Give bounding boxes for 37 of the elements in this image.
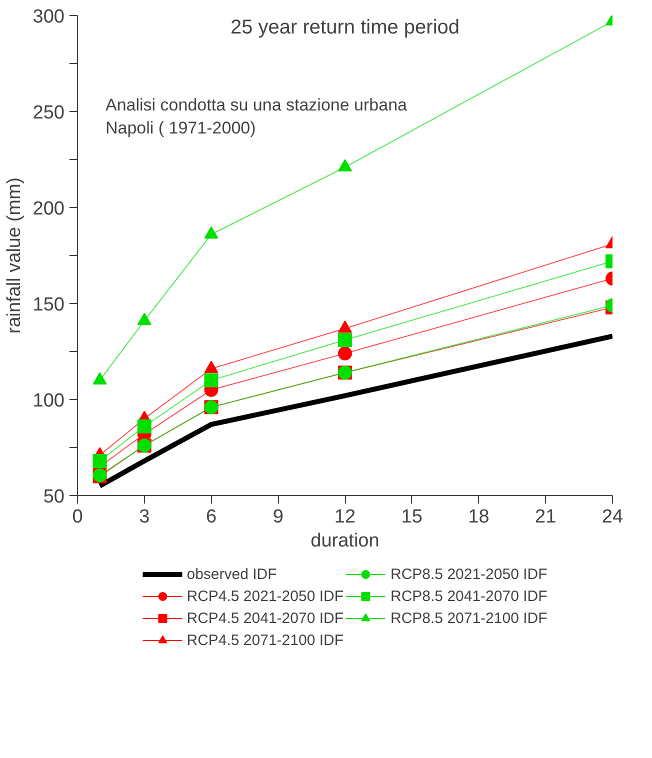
x-tick-label: 15 [401,506,422,528]
point [338,159,352,172]
legend-label: RCP8.5 2071-2100 IDF [390,609,548,627]
point [338,332,352,347]
point [92,372,107,385]
point [338,346,352,360]
point [92,454,107,468]
y-tick-label: 200 [32,198,64,220]
point [204,360,218,374]
legend-label: RCP4.5 2021-2050 IDF [186,587,344,605]
legend-label: RCP8.5 2041-2070 IDF [390,587,548,605]
x-tick-label: 9 [272,506,284,528]
y-tick-label: 150 [32,294,64,316]
legend-label: RCP4.5 2041-2070 IDF [186,609,344,627]
y-tick-label: 50 [43,486,65,508]
x-tick-label: 21 [535,506,556,528]
y-tick-label: 100 [32,390,64,412]
annotation: Analisi condotta su una stazione urbana Napoli ( 1971-2000) [106,96,408,138]
y-axis-title: rainfall value (mm) [4,177,25,334]
y-tick-label: 250 [32,102,64,124]
point [338,320,352,333]
legend-label: observed IDF [186,565,277,583]
x-tick-label: 12 [334,506,356,528]
x-tick-label: 24 [602,506,624,528]
point [137,419,152,434]
x-tick-label: 3 [139,506,150,528]
chart-title: 25 year return time period [230,16,460,38]
legend-label: RCP8.5 2021-2050 IDF [390,565,548,583]
point [204,226,218,239]
x-tick-label: 18 [468,506,490,528]
y-tick-label: 300 [32,6,64,28]
x-axis-title: duration [310,530,380,552]
point [137,312,152,326]
point [204,373,218,388]
legend-label: RCP4.5 2071-2100 IDF [186,631,344,649]
x-tick-label: 6 [206,506,217,528]
x-tick-label: 0 [72,506,83,528]
